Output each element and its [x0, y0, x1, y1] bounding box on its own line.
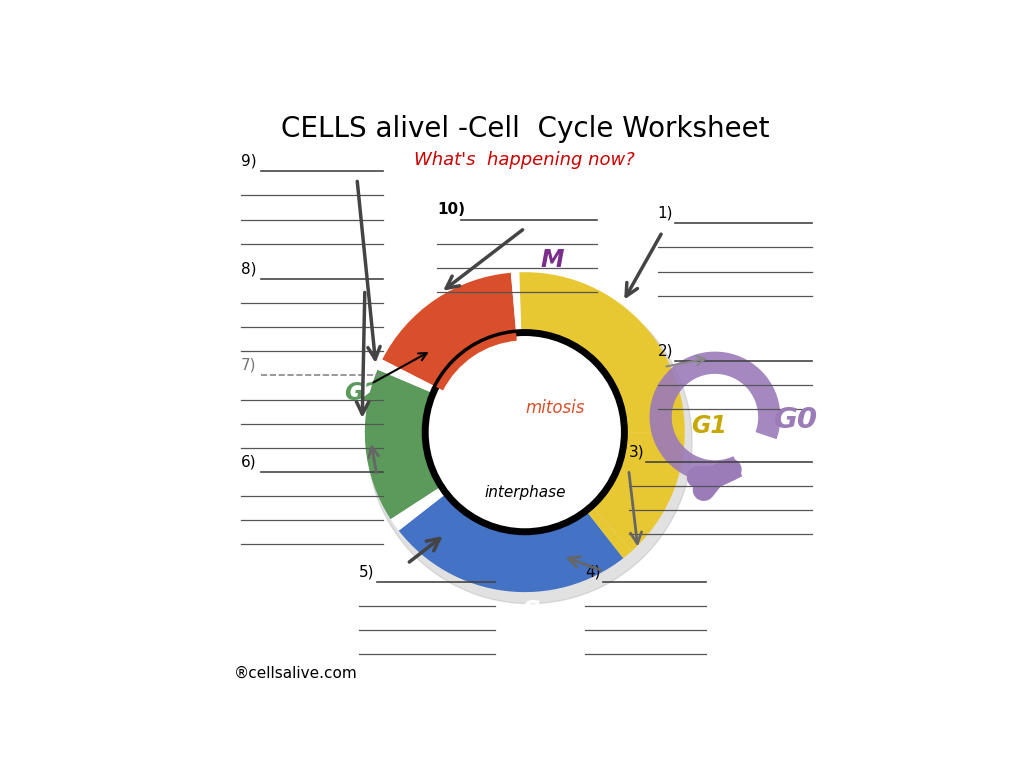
Wedge shape: [436, 333, 517, 390]
Text: 7): 7): [241, 358, 257, 373]
Text: G0: G0: [774, 406, 818, 434]
Wedge shape: [365, 369, 441, 519]
Text: interphase: interphase: [484, 485, 565, 500]
Wedge shape: [378, 360, 436, 394]
Text: 1): 1): [657, 206, 673, 221]
Text: 2): 2): [657, 343, 673, 358]
Text: S: S: [521, 601, 541, 626]
Text: mitosis: mitosis: [525, 399, 585, 417]
Text: 9): 9): [241, 154, 257, 169]
Text: M: M: [541, 248, 564, 272]
Text: 6): 6): [241, 455, 257, 470]
Wedge shape: [511, 272, 521, 333]
Wedge shape: [382, 273, 516, 387]
Text: 5): 5): [358, 564, 375, 579]
Text: ®cellsalive.com: ®cellsalive.com: [233, 666, 357, 681]
Wedge shape: [592, 432, 685, 551]
Wedge shape: [398, 493, 624, 592]
Text: G1: G1: [691, 414, 727, 438]
Text: 4): 4): [585, 564, 601, 579]
Text: 10): 10): [437, 202, 465, 217]
Text: 3): 3): [629, 445, 644, 459]
Text: What's  happening now?: What's happening now?: [415, 151, 635, 169]
Text: 8): 8): [241, 261, 257, 277]
Wedge shape: [586, 506, 632, 558]
Text: CELLS alivel -Cell  Cycle Worksheet: CELLS alivel -Cell Cycle Worksheet: [281, 115, 769, 143]
Text: G2: G2: [344, 381, 380, 405]
Circle shape: [425, 332, 625, 532]
Wedge shape: [519, 272, 685, 432]
Circle shape: [368, 279, 692, 604]
Wedge shape: [390, 486, 446, 531]
